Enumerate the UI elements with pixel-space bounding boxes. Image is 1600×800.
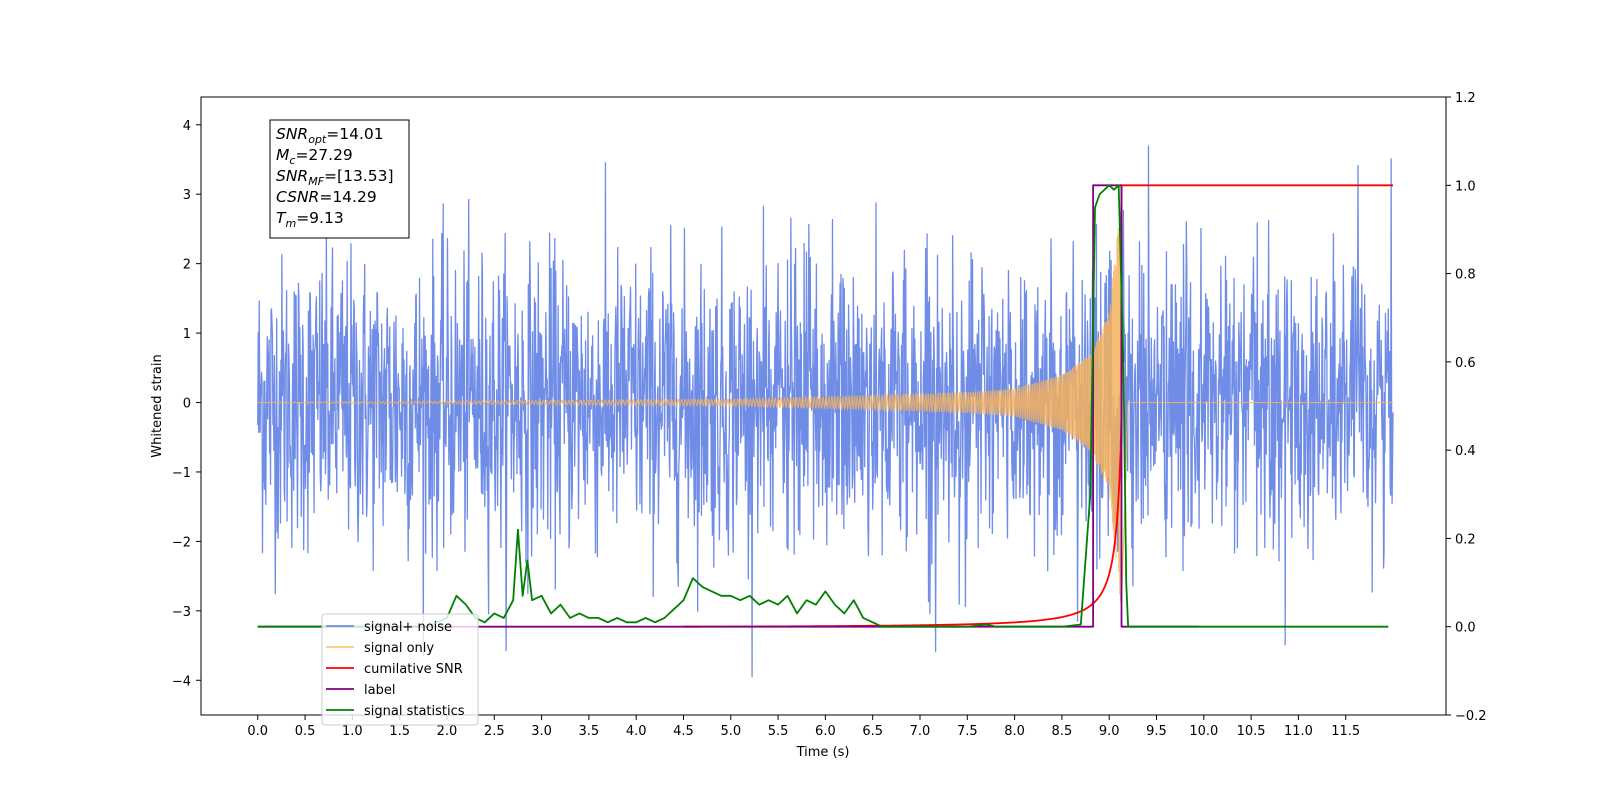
x-tick-label: 4.0 <box>626 724 647 739</box>
annotation-symbol: T <box>276 209 287 227</box>
annotation-subscript: MF <box>308 175 324 188</box>
y2-tick-label: 0.8 <box>1455 268 1476 283</box>
annotation-symbol: M <box>276 146 289 164</box>
annotation-line: Mc=27.29 <box>276 146 353 167</box>
annotation-subscript: opt <box>308 133 327 146</box>
x-tick-label: 9.5 <box>1146 724 1167 739</box>
legend-label: signal+ noise <box>364 620 452 635</box>
y-tick-label: −3 <box>172 605 191 620</box>
y-tick-label: 4 <box>183 119 191 134</box>
legend-label: label <box>364 683 395 698</box>
x-tick-label: 0.0 <box>247 724 268 739</box>
annotation-box: SNRopt=14.01Mc=27.29SNRMF=[13.53]CSNR=14… <box>269 119 410 239</box>
y2-tick-label: 0.6 <box>1455 356 1476 371</box>
y2-tick-label: 0.4 <box>1455 444 1476 459</box>
y2-tick-label: 1.0 <box>1455 179 1476 194</box>
x-tick-label: 6.0 <box>815 724 836 739</box>
y-tick-label: −1 <box>172 466 191 481</box>
y-tick-label: 1 <box>183 327 191 342</box>
x-tick-label: 8.0 <box>1004 724 1025 739</box>
y-tick-label: 3 <box>183 188 191 203</box>
annotation-line: Tm=9.13 <box>276 209 344 230</box>
annotation-line: SNRMF=[13.53] <box>276 167 394 188</box>
x-tick-label: 8.5 <box>1052 724 1073 739</box>
x-tick-label: 5.5 <box>768 724 789 739</box>
annotation-frame <box>269 119 410 239</box>
x-tick-label: 3.5 <box>579 724 600 739</box>
annotation-symbol: SNR <box>276 167 308 185</box>
y-axis-right: 1.2 1.0 0.8 0.6 0.4 0.2 0.0 −0.2 <box>1446 91 1487 724</box>
annotation-value: =9.13 <box>296 209 344 227</box>
x-tick-label: 6.5 <box>862 724 883 739</box>
y2-tick-label: 0.0 <box>1455 621 1476 636</box>
x-tick-label: 5.0 <box>720 724 741 739</box>
x-tick-label: 11.5 <box>1331 724 1360 739</box>
annotation-symbol: CSNR <box>276 188 319 206</box>
x-tick-label: 0.5 <box>295 724 316 739</box>
x-tick-label: 7.0 <box>910 724 931 739</box>
annotation-value: =[13.53] <box>324 167 393 185</box>
x-axis-label: Time (s) <box>796 745 850 760</box>
y2-tick-label: 1.2 <box>1455 91 1476 106</box>
x-tick-label: 10.0 <box>1189 724 1218 739</box>
series-layer <box>257 145 1394 678</box>
annotation-line: SNRopt=14.01 <box>276 125 384 146</box>
legend-label: signal only <box>364 641 434 656</box>
annotation-line: CSNR=14.29 <box>276 188 377 206</box>
annotation-symbol: SNR <box>276 125 308 143</box>
x-tick-label: 2.5 <box>484 724 505 739</box>
x-axis: 0.0 0.5 1.0 1.5 2.0 2.5 3.0 3.5 4.0 4.5 5.0 5.5 6.0 6… <box>247 715 1360 739</box>
x-tick-label: 1.0 <box>342 724 363 739</box>
x-tick-label: 11.0 <box>1284 724 1313 739</box>
y-axis-label: Whitened strain <box>150 354 165 457</box>
annotation-value: =14.29 <box>319 188 376 206</box>
legend-frame <box>321 613 479 726</box>
annotation-value: =14.01 <box>326 125 383 143</box>
y-tick-label: 0 <box>183 397 191 412</box>
x-tick-label: 4.5 <box>673 724 694 739</box>
legend: signal+ noise signal only cumilative SNR la… <box>321 613 479 726</box>
x-tick-label: 7.5 <box>957 724 978 739</box>
series-signal-only-line <box>257 211 1394 606</box>
y-tick-label: −2 <box>172 535 191 550</box>
series-signal-noise-line <box>257 145 1394 678</box>
y-tick-label: −4 <box>172 674 191 689</box>
plot-border <box>200 96 1447 716</box>
annotation-subscript: m <box>285 217 296 230</box>
y2-tick-label: −0.2 <box>1455 709 1487 724</box>
x-tick-label: 2.0 <box>437 724 458 739</box>
annotation-value: =27.29 <box>295 146 352 164</box>
y-axis-left: 4 3 2 1 0 −1 −2 −3 −4 <box>172 119 201 689</box>
series-signal-statistics-line <box>257 184 1389 628</box>
annotation-subscript: c <box>289 154 295 167</box>
y-tick-label: 2 <box>183 258 191 273</box>
x-tick-label: 10.5 <box>1237 724 1266 739</box>
x-tick-label: 3.0 <box>531 724 552 739</box>
legend-label: cumilative SNR <box>364 662 463 677</box>
y2-tick-label: 0.2 <box>1455 532 1476 547</box>
legend-label: signal statistics <box>364 704 465 719</box>
x-tick-label: 9.0 <box>1099 724 1120 739</box>
x-tick-label: 1.5 <box>389 724 410 739</box>
